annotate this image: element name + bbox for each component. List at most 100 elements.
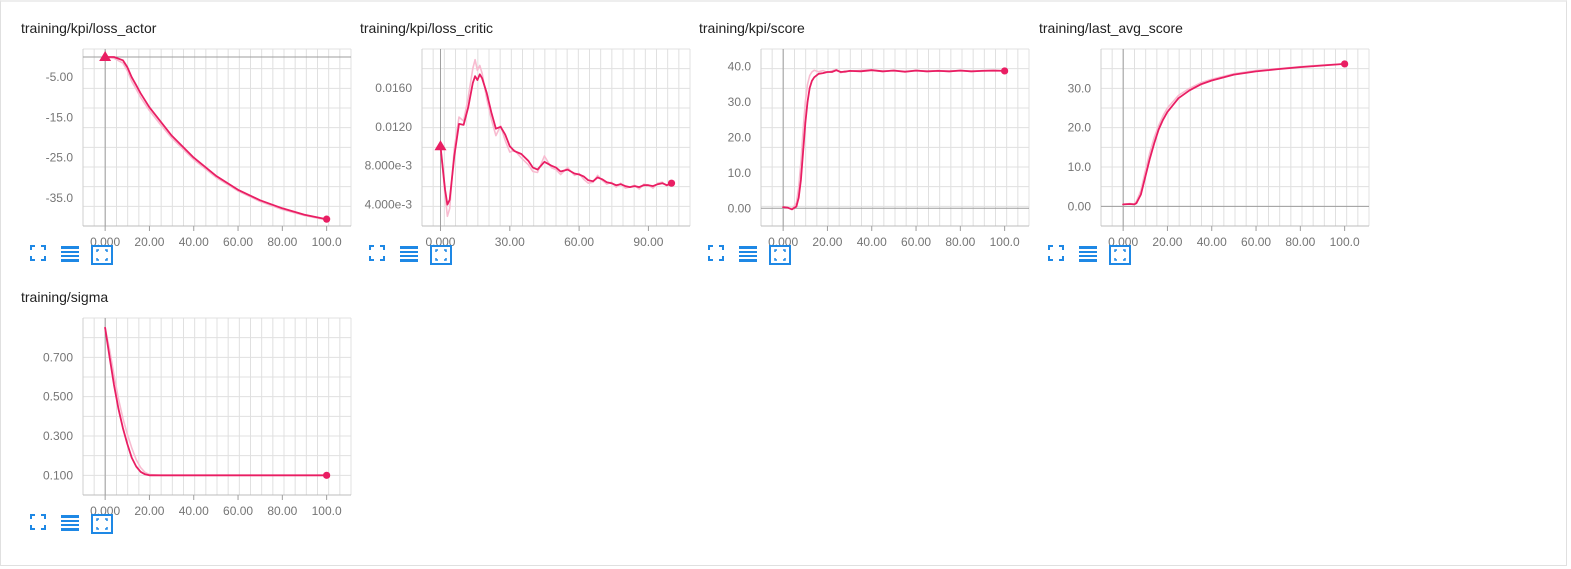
series-line-smoothed xyxy=(104,56,328,221)
x-tick-label: 60.00 xyxy=(901,235,931,249)
first-point-marker xyxy=(434,140,447,151)
fullscreen-icon xyxy=(1048,245,1070,261)
x-tick-label: 90.00 xyxy=(633,235,663,249)
x-tick-label: 30.00 xyxy=(495,235,525,249)
y-tick-label: 0.100 xyxy=(43,468,73,482)
chart-card-sigma: training/sigma 0.000 20.00 40.00 60.00 80.00… xyxy=(21,289,360,557)
y-tick-label: 0.500 xyxy=(43,390,73,404)
first-point-marker xyxy=(99,51,112,62)
toggle-y-log-button[interactable] xyxy=(738,245,760,265)
last-point-marker xyxy=(667,179,676,187)
y-tick-label: 0.0120 xyxy=(375,120,412,134)
last-point-marker xyxy=(1341,60,1349,68)
y-tick-label: 8.000e-3 xyxy=(365,159,413,173)
fullscreen-button[interactable] xyxy=(1048,245,1070,265)
fit-domain-button[interactable] xyxy=(430,245,452,265)
fullscreen-icon xyxy=(369,245,391,261)
y-tick-label: -25.0 xyxy=(46,151,74,165)
y-tick-label: 20.0 xyxy=(1068,121,1092,135)
chart-card-score: training/kpi/score 0.000 20.00 40.00 60.00 8… xyxy=(699,20,1038,288)
fit-domain-icon xyxy=(769,245,791,265)
fullscreen-icon xyxy=(30,514,52,530)
chart-plot-sigma[interactable]: 0.000 20.00 40.00 60.00 80.00 100.00.1000.300… xyxy=(21,289,360,518)
toggle-y-log-button[interactable] xyxy=(1078,245,1100,265)
fit-domain-button[interactable] xyxy=(769,245,791,265)
chart-plot-score[interactable]: 0.000 20.00 40.00 60.00 80.00 100.00.0010.020… xyxy=(699,20,1038,249)
series-line-smoothed xyxy=(1122,63,1346,206)
toggle-y-log-icon xyxy=(1078,245,1100,263)
y-tick-label: 0.00 xyxy=(1068,199,1092,213)
x-tick-label: 20.00 xyxy=(134,504,164,518)
y-tick-label: 30.0 xyxy=(728,95,752,109)
x-tick-label: 60.00 xyxy=(223,235,253,249)
chart-grid xyxy=(760,48,1030,227)
chart-title: training/kpi/loss_actor xyxy=(21,20,157,36)
fullscreen-button[interactable] xyxy=(30,245,52,265)
x-tick-label: 40.00 xyxy=(179,235,209,249)
x-tick-label: 100.0 xyxy=(312,235,342,249)
x-tick-label: 80.00 xyxy=(1285,235,1315,249)
chart-card-loss-actor: training/kpi/loss_actor 0.000 20.00 40.00 6… xyxy=(21,20,360,288)
series-line-smoothed xyxy=(439,73,673,206)
y-tick-label: 4.000e-3 xyxy=(365,198,413,212)
x-tick-label: 80.00 xyxy=(945,235,975,249)
chart-grid xyxy=(82,317,352,496)
y-tick-label: -35.0 xyxy=(46,191,74,205)
y-tick-label: 10.0 xyxy=(1068,160,1092,174)
fit-domain-icon xyxy=(430,245,452,265)
y-tick-label: 0.00 xyxy=(728,201,752,215)
toggle-y-log-icon xyxy=(738,245,760,263)
y-tick-label: 0.300 xyxy=(43,429,73,443)
y-tick-label: 0.700 xyxy=(43,350,73,364)
fit-domain-icon xyxy=(1109,245,1131,265)
x-tick-label: 60.00 xyxy=(223,504,253,518)
y-tick-label: -5.00 xyxy=(46,70,74,84)
fullscreen-button[interactable] xyxy=(30,514,52,534)
chart-plot-loss-critic[interactable]: 0.000 30.00 60.00 90.004.000e-38.000e-30.01… xyxy=(360,20,699,249)
toggle-y-log-button[interactable] xyxy=(60,514,82,534)
last-point-marker xyxy=(1001,67,1009,75)
x-tick-label: 40.00 xyxy=(179,504,209,518)
x-tick-label: 60.00 xyxy=(564,235,594,249)
fullscreen-button[interactable] xyxy=(708,245,730,265)
x-tick-label: 100.0 xyxy=(1330,235,1360,249)
x-tick-label: 40.00 xyxy=(1197,235,1227,249)
y-tick-label: 40.0 xyxy=(728,60,752,74)
last-point-marker xyxy=(323,471,331,479)
x-tick-label: 100.0 xyxy=(312,504,342,518)
chart-title: training/sigma xyxy=(21,289,109,305)
fullscreen-icon xyxy=(30,245,52,261)
x-tick-label: 80.00 xyxy=(267,504,297,518)
y-tick-label: 0.0160 xyxy=(375,81,412,95)
x-tick-label: 80.00 xyxy=(267,235,297,249)
toggle-y-log-button[interactable] xyxy=(60,245,82,265)
chart-grid xyxy=(1100,48,1370,227)
series-line-raw xyxy=(782,68,1006,210)
x-tick-label: 20.00 xyxy=(812,235,842,249)
series-line-smoothed xyxy=(782,69,1006,211)
fit-domain-icon xyxy=(91,245,113,265)
chart-grid xyxy=(421,48,691,227)
chart-title: training/kpi/loss_critic xyxy=(360,20,494,36)
chart-grid xyxy=(82,48,352,227)
fit-domain-button[interactable] xyxy=(91,514,113,534)
fit-domain-button[interactable] xyxy=(91,245,113,265)
fullscreen-button[interactable] xyxy=(369,245,391,265)
fit-domain-icon xyxy=(91,514,113,534)
fullscreen-icon xyxy=(708,245,730,261)
toggle-y-log-button[interactable] xyxy=(399,245,421,265)
y-tick-label: -15.0 xyxy=(46,110,74,124)
fit-domain-button[interactable] xyxy=(1109,245,1131,265)
chart-title: training/last_avg_score xyxy=(1039,20,1183,36)
toggle-y-log-icon xyxy=(399,245,421,263)
x-tick-label: 20.00 xyxy=(1152,235,1182,249)
toggle-y-log-icon xyxy=(60,245,82,263)
chart-card-last-avg-score: training/last_avg_score 0.000 20.00 40.00 6… xyxy=(1039,20,1378,288)
chart-plot-last-avg-score[interactable]: 0.000 20.00 40.00 60.00 80.00 100.00.0010.020… xyxy=(1039,20,1378,249)
series-line-raw xyxy=(104,326,328,477)
toggle-y-log-icon xyxy=(60,514,82,532)
chart-plot-loss-actor[interactable]: 0.000 20.00 40.00 60.00 80.00 100.0-5.00-15.0… xyxy=(21,20,360,249)
x-tick-label: 20.00 xyxy=(134,235,164,249)
chart-title: training/kpi/score xyxy=(699,20,805,36)
last-point-marker xyxy=(323,215,331,223)
